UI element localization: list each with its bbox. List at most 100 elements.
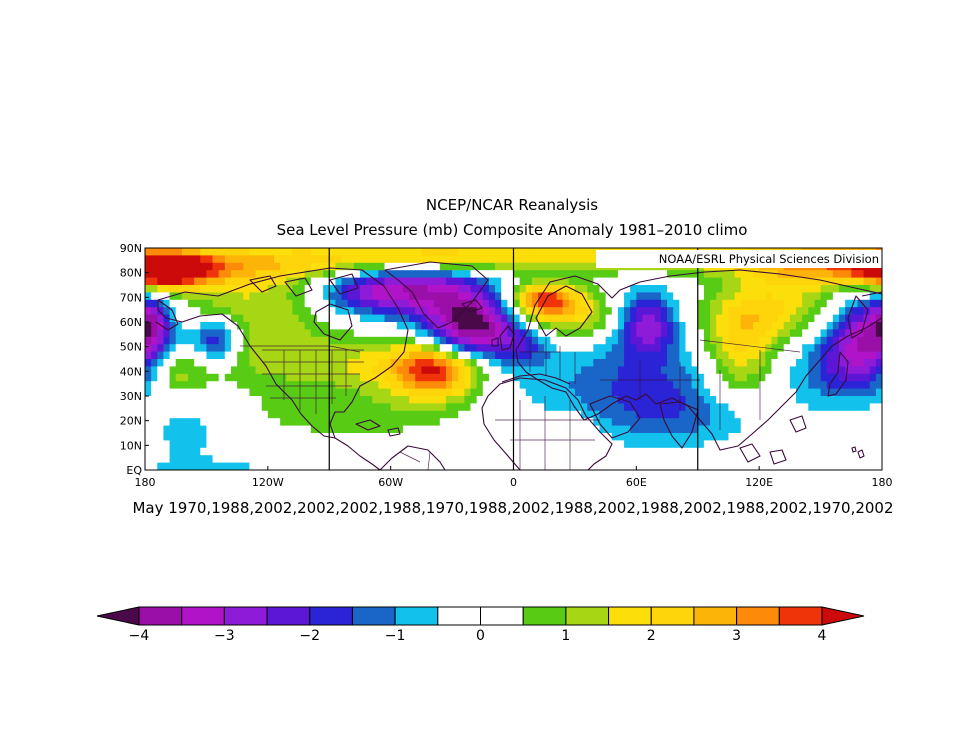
anomaly-cell <box>316 307 324 315</box>
anomaly-cell <box>568 410 576 419</box>
anomaly-cell <box>267 322 275 330</box>
anomaly-cell <box>685 455 693 463</box>
anomaly-cell <box>482 322 490 330</box>
anomaly-cell <box>667 366 674 375</box>
anomaly-cell <box>175 329 183 338</box>
anomaly-cell <box>390 447 398 456</box>
anomaly-cell <box>611 447 619 456</box>
anomaly-cell <box>488 307 496 315</box>
anomaly-cell <box>206 418 213 426</box>
anomaly-cell <box>310 270 318 278</box>
anomaly-cell <box>445 381 453 389</box>
anomaly-cell <box>568 462 576 470</box>
anomaly-cell <box>734 314 742 323</box>
anomaly-cell <box>200 455 207 463</box>
anomaly-cell <box>230 373 238 382</box>
anomaly-cell <box>353 410 361 419</box>
anomaly-cell <box>163 403 170 412</box>
anomaly-cell <box>445 366 453 375</box>
hudson-bay-coast <box>313 303 353 341</box>
anomaly-cell <box>347 329 355 338</box>
anomaly-cell <box>734 403 742 412</box>
anomaly-cell <box>734 433 742 441</box>
anomaly-cell <box>599 336 607 345</box>
anomaly-cell <box>390 307 398 315</box>
anomaly-cell <box>439 336 447 345</box>
anomaly-cell <box>869 373 877 382</box>
anomaly-cell <box>667 322 674 330</box>
anomaly-cell <box>789 299 797 308</box>
anomaly-cell <box>267 433 275 441</box>
anomaly-cell <box>710 329 717 338</box>
anomaly-cell <box>255 299 263 308</box>
anomaly-cell <box>261 359 269 367</box>
anomaly-cell <box>581 403 588 412</box>
anomaly-cell <box>145 292 152 301</box>
anomaly-cell <box>857 396 864 404</box>
anomaly-cell <box>175 418 183 426</box>
anomaly-cell <box>353 425 361 434</box>
anomaly-cell <box>679 433 686 441</box>
anomaly-cell <box>181 248 189 256</box>
anomaly-cell <box>654 381 662 389</box>
anomaly-cell <box>593 418 600 426</box>
kamchatka <box>847 295 869 339</box>
anomaly-cell <box>273 292 281 301</box>
anomaly-cell <box>759 462 766 470</box>
anomaly-cell <box>366 462 373 470</box>
anomaly-cell <box>409 425 416 434</box>
anomaly-cell <box>237 359 244 367</box>
anomaly-cell <box>181 351 189 360</box>
anomaly-cell <box>218 433 226 441</box>
anomaly-cell <box>335 255 342 264</box>
anomaly-cell <box>507 299 514 308</box>
anomaly-cell <box>863 292 871 301</box>
anomaly-cell <box>433 248 441 256</box>
anomaly-cell <box>261 329 269 338</box>
anomaly-cell <box>605 285 613 293</box>
anomaly-cell <box>783 373 791 382</box>
anomaly-cell <box>366 403 373 412</box>
anomaly-cell <box>636 322 643 330</box>
anomaly-cell <box>587 373 594 382</box>
anomaly-cell <box>660 307 668 315</box>
anomaly-cell <box>624 292 631 301</box>
anomaly-cell <box>642 277 650 286</box>
anomaly-cell <box>667 285 674 293</box>
anomaly-cell <box>206 344 213 352</box>
anomaly-cell <box>863 285 871 293</box>
anomaly-cell <box>851 270 858 278</box>
anomaly-cell <box>691 307 699 315</box>
anomaly-cell <box>587 255 594 264</box>
anomaly-cell <box>267 292 275 301</box>
anomaly-cell <box>402 299 410 308</box>
anomaly-cell <box>218 292 226 301</box>
anomaly-cell <box>734 336 742 345</box>
anomaly-cell <box>624 285 631 293</box>
anomaly-cell <box>605 410 613 419</box>
anomaly-cell <box>445 425 453 434</box>
anomaly-cell <box>759 373 766 382</box>
anomaly-cell <box>280 366 287 375</box>
anomaly-cell <box>869 270 877 278</box>
anomaly-cell <box>157 462 164 470</box>
anomaly-cell <box>255 366 263 375</box>
anomaly-cell <box>409 403 416 412</box>
anomaly-cell <box>316 359 324 367</box>
anomaly-cell <box>587 314 594 323</box>
anomaly-cell <box>759 329 766 338</box>
anomaly-cell <box>421 248 428 256</box>
anomaly-cell <box>409 410 416 419</box>
anomaly-cell <box>390 270 398 278</box>
anomaly-cell <box>224 425 232 434</box>
anomaly-cell <box>759 388 766 397</box>
anomaly-cell <box>495 447 502 456</box>
anomaly-cell <box>212 425 220 434</box>
anomaly-cell <box>562 359 570 367</box>
anomaly-cell <box>525 285 533 293</box>
anomaly-cell <box>157 447 164 456</box>
chart-subtitle: Sea Level Pressure (mb) Composite Anomal… <box>277 221 748 239</box>
anomaly-cell <box>206 447 213 456</box>
anomaly-cell <box>581 336 588 345</box>
anomaly-cell <box>261 373 269 382</box>
